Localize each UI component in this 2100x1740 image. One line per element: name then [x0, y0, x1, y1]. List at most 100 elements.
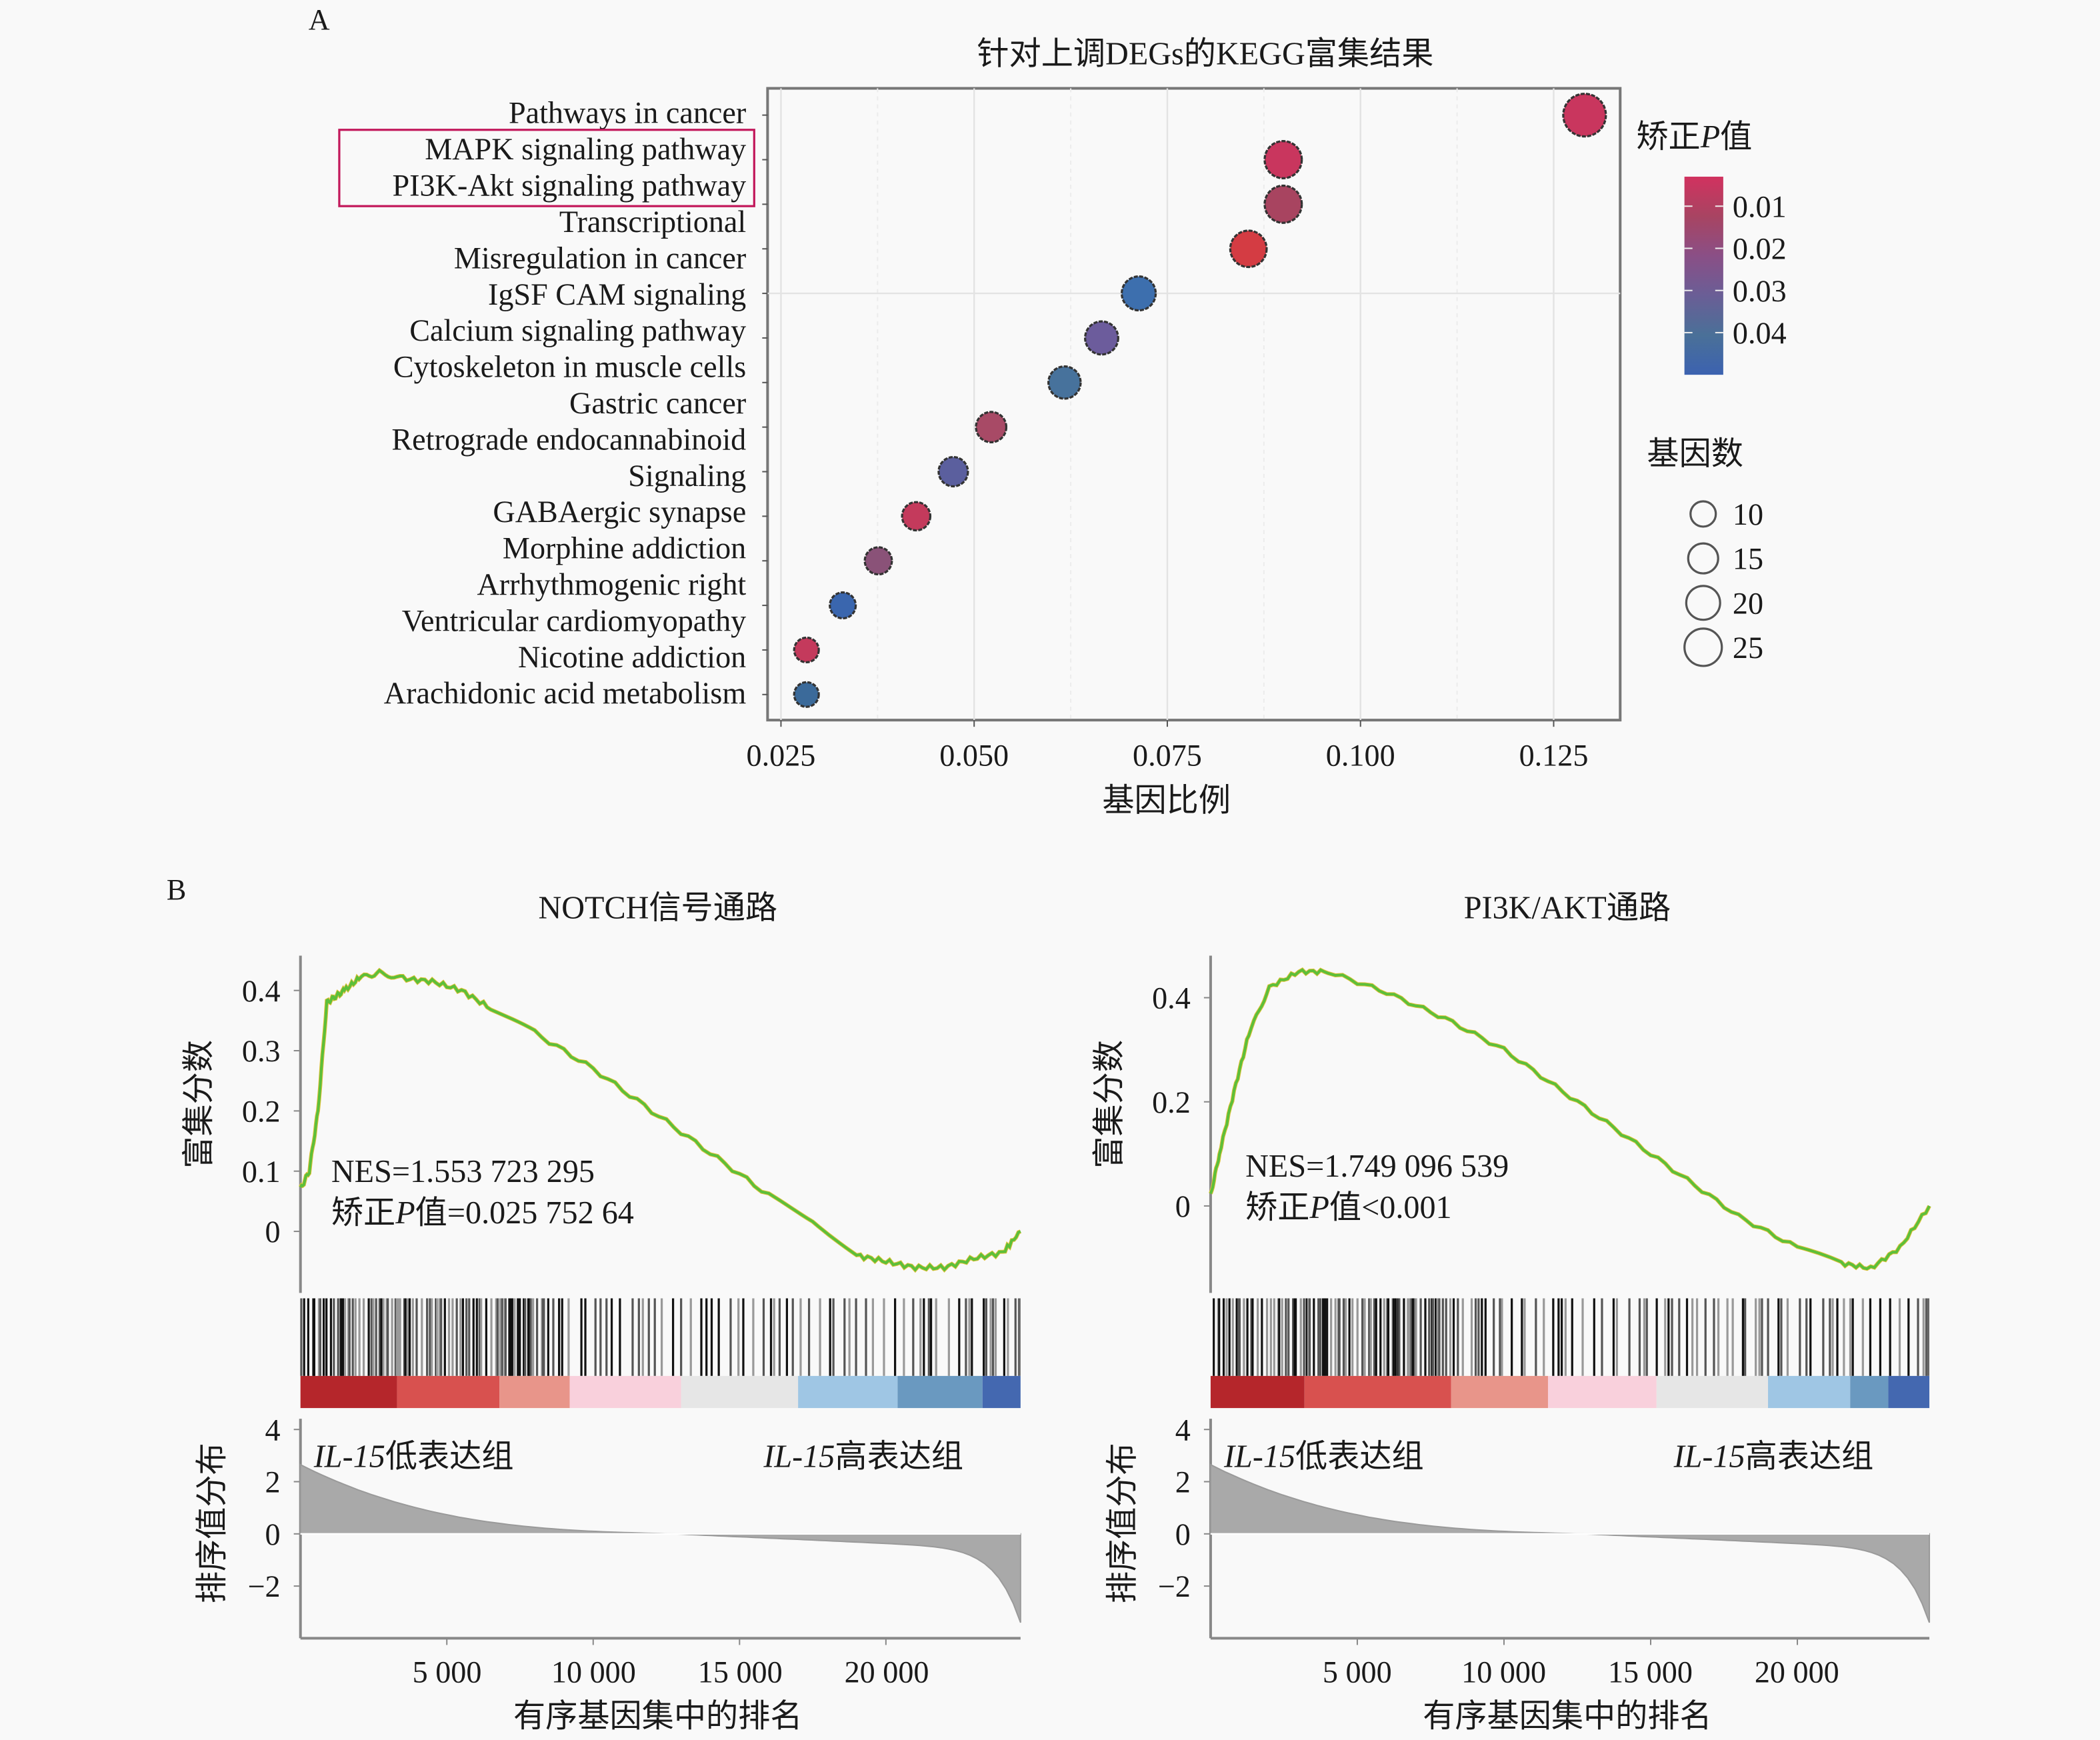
size-legend-label: 25: [1733, 631, 1763, 665]
colorbar-tick-label: 0.04: [1733, 316, 1787, 350]
high-group-label: IL-15高表达组: [763, 1439, 963, 1474]
highlight-box: [338, 129, 755, 207]
y-tick-label: Arrhythmogenic right: [477, 567, 746, 601]
y-tick-label: MAPK signaling pathway: [425, 132, 746, 166]
rank-heat-segment: [499, 1375, 570, 1409]
data-point: [1263, 140, 1303, 179]
y-tick-label: Arachidonic acid metabolism: [384, 676, 747, 710]
y-tick-label: Gastric cancer: [569, 386, 746, 420]
padj-annotation-part: P: [1309, 1190, 1329, 1225]
data-point: [863, 546, 893, 576]
es-y-axis-label: 富集分数: [181, 1040, 217, 1169]
size-legend-circle: [1685, 585, 1721, 621]
padj-annotation: 矫正P值=0.025 752 64: [331, 1195, 634, 1231]
es-y-tick-label: 0.2: [242, 1094, 281, 1128]
metric-y-tick-label: 0: [265, 1517, 280, 1551]
y-tick-label: Cytoskeleton in muscle cells: [393, 350, 746, 384]
padj-annotation-part: 矫正: [1245, 1190, 1309, 1225]
ranked-metric-area: [299, 1463, 1021, 1623]
es-curve: [1209, 968, 1931, 1271]
padj-annotation-part: P: [395, 1195, 415, 1231]
es-y-tick-label: 0.1: [242, 1155, 281, 1189]
colorbar-tick-label: 0.02: [1733, 232, 1787, 266]
color-legend-title: 矫正P值: [1636, 119, 1752, 155]
rank-heat-segment: [681, 1375, 799, 1409]
data-point: [1047, 365, 1082, 400]
y-tick-label: Calcium signaling pathway: [409, 313, 746, 347]
rank-heat-segment: [1304, 1375, 1451, 1409]
y-tick-label: Ventricular cardiomyopathy: [402, 603, 747, 637]
rank-heat-segment: [798, 1375, 898, 1409]
data-point: [901, 501, 932, 532]
rank-heat-segment: [569, 1375, 681, 1409]
es-y-tick-label: 0.4: [1152, 981, 1191, 1015]
nes-annotation: NES=1.553 723 295: [331, 1154, 595, 1189]
data-point: [1084, 320, 1119, 356]
nes-annotation: NES=1.749 096 539: [1245, 1149, 1509, 1184]
x-tick-label: 5 000: [413, 1655, 482, 1689]
data-point: [937, 455, 969, 488]
data-point: [975, 411, 1008, 443]
data-point: [793, 681, 820, 708]
x-tick-label: 15 000: [1608, 1655, 1693, 1689]
padj-annotation-part: 矫正: [331, 1195, 395, 1231]
low-group-label-part: IL-15: [313, 1439, 385, 1474]
color-legend-title-part: P: [1700, 119, 1720, 155]
x-tick-label: 15 000: [698, 1655, 783, 1689]
es-y-tick-label: 0: [265, 1215, 280, 1249]
x-tick-label: 20 000: [845, 1655, 929, 1689]
panel-label-b: B: [167, 873, 186, 906]
plot-area: [766, 87, 1622, 722]
y-tick-label: Nicotine addiction: [518, 640, 746, 674]
low-group-label-part: 低表达组: [385, 1439, 514, 1474]
size-legend-circle: [1689, 500, 1717, 528]
colorbar: [1684, 177, 1723, 375]
y-tick-label: Morphine addiction: [503, 531, 746, 565]
low-group-label-part: 低表达组: [1295, 1439, 1424, 1474]
metric-y-tick-label: 2: [265, 1465, 280, 1499]
color-legend-title-part: 值: [1720, 119, 1752, 155]
padj-annotation-part: 值<0.001: [1329, 1190, 1452, 1225]
x-tick-label: 10 000: [1461, 1655, 1546, 1689]
rank-heat-segment: [300, 1375, 397, 1409]
size-legend-circle: [1687, 542, 1719, 575]
data-point: [829, 591, 857, 620]
size-legend-title: 基因数: [1647, 437, 1743, 472]
es-y-tick-label: 0.2: [1152, 1085, 1191, 1119]
x-axis-label: 基因比例: [1102, 783, 1231, 819]
metric-y-axis-label: 排序值分布: [195, 1443, 230, 1603]
rank-heat-segment: [1768, 1375, 1851, 1409]
size-legend-label: 15: [1733, 542, 1763, 576]
data-point: [1121, 275, 1157, 312]
x-axis-label: 有序基因集中的排名: [1423, 1699, 1712, 1734]
x-tick-label: 0.125: [1519, 738, 1589, 772]
low-group-label: IL-15低表达组: [313, 1439, 514, 1474]
panel-label-a: A: [309, 3, 330, 36]
size-legend-label: 10: [1733, 497, 1763, 531]
chart-title: 针对上调DEGs的KEGG富集结果: [977, 36, 1433, 71]
metric-y-tick-label: 4: [265, 1413, 280, 1447]
colorbar-tick-label: 0.01: [1733, 189, 1787, 223]
y-tick-label: GABAergic synapse: [493, 495, 746, 529]
rank-heat-segment: [1547, 1375, 1657, 1409]
gsea-title: NOTCH信号通路: [538, 890, 777, 925]
colorbar-tick-label: 0.03: [1733, 274, 1787, 308]
metric-y-tick-label: −2: [247, 1569, 280, 1603]
y-tick-label: PI3K-Akt signaling pathway: [393, 169, 747, 203]
rank-heat-segment: [1850, 1375, 1889, 1409]
rank-heat-segment: [1210, 1375, 1305, 1409]
padj-annotation: 矫正P值<0.001: [1245, 1190, 1452, 1225]
data-point: [793, 636, 820, 664]
low-group-label-part: IL-15: [1223, 1439, 1295, 1474]
es-y-axis-label: 富集分数: [1091, 1040, 1127, 1169]
x-tick-label: 0.075: [1133, 738, 1202, 772]
y-tick-label: Signaling: [628, 459, 746, 493]
rank-heat-segment: [897, 1375, 983, 1409]
high-group-label-part: IL-15: [763, 1439, 835, 1474]
high-group-label-part: 高表达组: [1745, 1439, 1874, 1474]
rank-heat-segment: [982, 1375, 1021, 1409]
x-tick-label: 0.050: [939, 738, 1009, 772]
rank-heat-segment: [1888, 1375, 1930, 1409]
